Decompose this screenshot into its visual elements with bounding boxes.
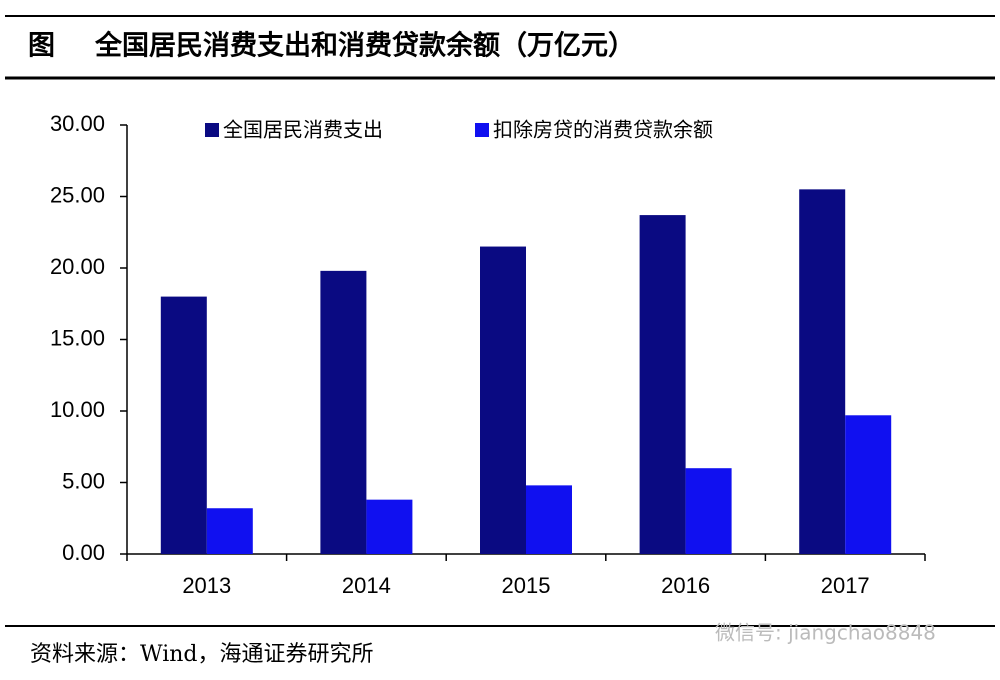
legend-label: 全国居民消费支出 [223,118,383,142]
bar [685,468,732,554]
source-note: 资料来源：Wind，海通证券研究所 [30,642,374,667]
legend-label: 扣除房贷的消费贷款余额 [493,118,713,142]
x-tick-label: 2013 [182,573,231,598]
bar [526,485,572,554]
y-tick-label: 10.00 [50,397,105,422]
y-tick-label: 25.00 [50,182,105,207]
legend-swatch [205,123,219,137]
bar [320,270,367,554]
bar [366,499,413,554]
bar [160,296,207,554]
y-tick-label: 20.00 [50,254,105,279]
x-tick-label: 2016 [661,573,710,598]
y-tick-label: 30.00 [50,111,105,136]
figure-label: 图 [28,31,55,62]
x-tick-label: 2014 [342,573,391,598]
bar [206,508,253,554]
bar [639,215,686,554]
y-tick-label: 15.00 [50,325,105,350]
bar [480,246,526,555]
y-tick-label: 5.00 [62,468,105,493]
y-tick-label: 0.00 [62,540,105,565]
bar [845,415,892,554]
chart-title: 全国居民消费支出和消费贷款余额（万亿元） [94,30,635,62]
x-tick-label: 2015 [502,573,551,598]
watermark: 微信号: jiangchao8848 [715,621,936,645]
legend-swatch [475,123,489,137]
x-tick-label: 2017 [821,573,870,598]
bar [799,189,846,554]
